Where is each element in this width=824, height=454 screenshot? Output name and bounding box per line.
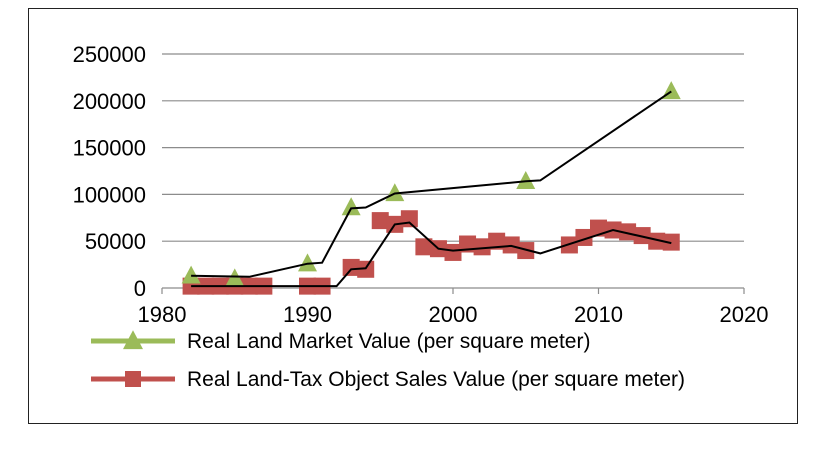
x-tick-label: 1990: [283, 302, 332, 327]
x-tick-label: 1980: [138, 302, 187, 327]
legend-label: Real Land Market Value (per square meter…: [187, 330, 590, 353]
x-tick-label: 2010: [574, 302, 623, 327]
legend-square-marker: [125, 371, 141, 387]
square-marker: [648, 232, 666, 250]
square-marker: [400, 210, 418, 228]
y-tick-label: 0: [134, 276, 146, 301]
triangle-marker: [181, 265, 201, 284]
x-tick-label: 2020: [720, 302, 769, 327]
y-tick-label: 100000: [73, 182, 146, 207]
line-chart: 0 50000 100000 150000 200000 250000 1980 1990 20…: [73, 42, 769, 391]
chart-frame: 0 50000 100000 150000 200000 250000 1980 1990 20…: [28, 8, 798, 424]
triangle-marker: [298, 253, 317, 272]
trend-line: [191, 90, 672, 278]
triangle-marker: [516, 171, 536, 189]
square-marker: [444, 243, 462, 261]
y-tick-label: 250000: [73, 42, 146, 67]
x-tick-label: 2000: [429, 302, 478, 327]
triangle-marker: [341, 197, 361, 216]
square-marker: [488, 232, 506, 250]
legend-triangle-marker: [123, 330, 143, 350]
y-tick-label: 200000: [73, 89, 146, 114]
y-tick-label: 50000: [85, 229, 146, 254]
square-marker: [473, 238, 491, 256]
legend-label: Real Land-Tax Object Sales Value (per sq…: [187, 368, 685, 391]
square-marker: [619, 223, 637, 241]
square-marker: [371, 212, 389, 230]
square-marker: [342, 258, 360, 276]
square-marker: [415, 238, 433, 256]
trend-line: [191, 221, 672, 288]
y-tick-label: 150000: [73, 136, 146, 161]
